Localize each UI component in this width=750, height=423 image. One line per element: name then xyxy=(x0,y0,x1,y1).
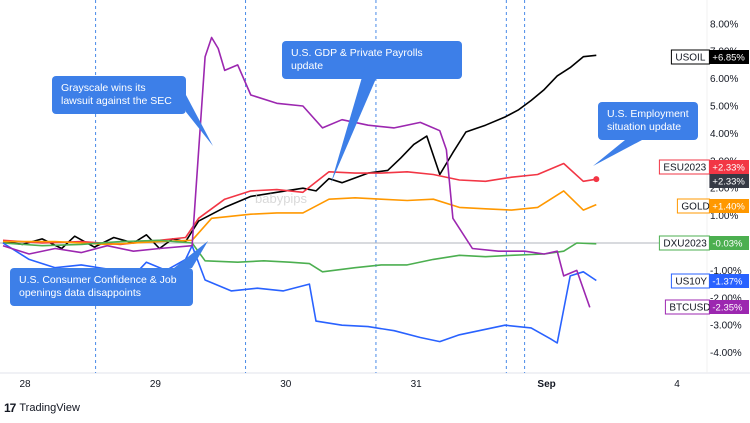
x-axis-ticks: 28 29 30 31 Sep 4 xyxy=(19,379,680,390)
series-lines xyxy=(2,36,600,344)
y-tick-label: 4.00% xyxy=(710,129,738,140)
y-tick-label: 6.00% xyxy=(710,74,738,85)
tradingview-name: TradingView xyxy=(19,402,80,414)
badge-extra: +2.33% xyxy=(709,174,749,188)
badge-value: +6.85% xyxy=(712,53,745,64)
y-tick-label: 5.00% xyxy=(710,102,738,113)
annotation-consumer-confidence-text: U.S. Consumer Confidence & Job openings … xyxy=(19,274,177,299)
x-tick-label: Sep xyxy=(537,379,555,390)
tradingview-logo[interactable]: 17 TradingView xyxy=(4,401,80,415)
series-badges: USOIL +6.85% ESU2023 +2.33% GOLD +1.40% DXU202… xyxy=(658,49,749,315)
y-tick-label: -3.00% xyxy=(710,321,742,332)
esu2023-end-dot xyxy=(593,176,600,183)
badge-btcusd: BTCUSD -2.35% xyxy=(664,299,749,315)
y-tick-label: -2.00% xyxy=(710,293,742,304)
y-tick-label: -1.00% xyxy=(710,266,742,277)
annotation-grayscale-text: Grayscale wins its lawsuit against the S… xyxy=(61,82,172,107)
badge-name: US10Y xyxy=(675,277,707,288)
tradingview-mark-icon: 17 xyxy=(4,401,16,415)
badge-usoil: USOIL +6.85% xyxy=(670,49,749,65)
badge-name: USOIL xyxy=(675,53,705,64)
badge-value: -2.35% xyxy=(712,303,743,314)
badge-value: -0.03% xyxy=(712,239,743,250)
badge-name: ESU2023 xyxy=(663,163,706,174)
y-tick-label: -4.00% xyxy=(710,348,742,359)
x-tick-label: 4 xyxy=(674,379,680,390)
annotation-employment: U.S. Employment situation update xyxy=(598,102,698,140)
badge-value: -1.37% xyxy=(712,277,743,288)
badge-gold: GOLD +1.40% xyxy=(676,198,749,214)
series-line-btcusd xyxy=(2,36,591,308)
badge-value: +2.33% xyxy=(712,177,745,188)
badge-name: GOLD xyxy=(681,202,709,213)
x-tick-label: 28 xyxy=(19,379,31,390)
badge-name: BTCUSD xyxy=(669,303,710,314)
annotation-grayscale: Grayscale wins its lawsuit against the S… xyxy=(52,76,186,114)
annotation-gdp: U.S. GDP & Private Payrolls update xyxy=(282,41,462,79)
y-tick-label: 8.00% xyxy=(710,19,738,30)
series-line-usoil xyxy=(2,54,597,250)
badge-value: +2.33% xyxy=(712,163,745,174)
y-tick-label: 1.00% xyxy=(710,211,738,222)
watermark: babypips xyxy=(255,191,308,206)
x-tick-label: 30 xyxy=(280,379,292,390)
badge-name: DXU2023 xyxy=(663,239,707,250)
badge-us10y: US10Y -1.37% xyxy=(670,273,749,289)
x-tick-label: 31 xyxy=(411,379,423,390)
badge-esu2023: ESU2023 +2.33% xyxy=(658,159,749,175)
series-line-dxu2023 xyxy=(2,239,597,273)
annotation-gdp-text: U.S. GDP & Private Payrolls update xyxy=(291,47,423,72)
badge-value: +1.40% xyxy=(712,202,745,213)
y-tick-label: 2.00% xyxy=(710,184,738,195)
annotation-consumer-confidence: U.S. Consumer Confidence & Job openings … xyxy=(10,268,193,306)
annotation-employment-text: U.S. Employment situation update xyxy=(607,108,689,133)
x-tick-label: 29 xyxy=(150,379,162,390)
badge-dxu2023: DXU2023 -0.03% xyxy=(658,235,749,251)
